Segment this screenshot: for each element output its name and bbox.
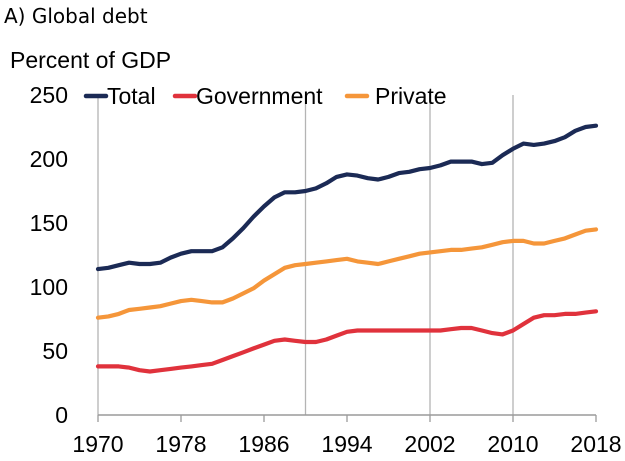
legend: Total Government Private [83, 83, 447, 109]
y-tick-label-250: 250 [30, 82, 68, 108]
legend-label-private: Private [375, 83, 447, 109]
x-tick-label-1994: 1994 [321, 431, 372, 457]
y-tick-label-0: 0 [55, 402, 68, 428]
series-line-total [95, 123, 599, 272]
y-tick-label-50: 50 [42, 338, 68, 364]
vertical-reference-lines [97, 95, 514, 415]
panel-title: A) Global debt [4, 4, 148, 28]
x-tick-label-2010: 2010 [487, 431, 538, 457]
y-tick-label-200: 200 [30, 146, 68, 172]
x-tick-label-1978: 1978 [155, 431, 206, 457]
series-line-private [95, 227, 599, 320]
series-lines [95, 123, 599, 374]
axes: 0 50 100 150 200 250 1970 1978 1986 1994 2002 2010 2… [30, 82, 622, 457]
x-tick-label-2018: 2018 [570, 431, 621, 457]
x-tick-label-1970: 1970 [72, 431, 123, 457]
x-tick-label-2002: 2002 [404, 431, 455, 457]
y-tick-label-100: 100 [30, 274, 68, 300]
x-tick-label-1986: 1986 [238, 431, 289, 457]
y-tick-label-150: 150 [30, 210, 68, 236]
legend-label-government: Government [196, 83, 323, 109]
series-line-government [95, 309, 599, 374]
y-axis-label: Percent of GDP [10, 47, 172, 73]
legend-label-total: Total [107, 83, 156, 109]
